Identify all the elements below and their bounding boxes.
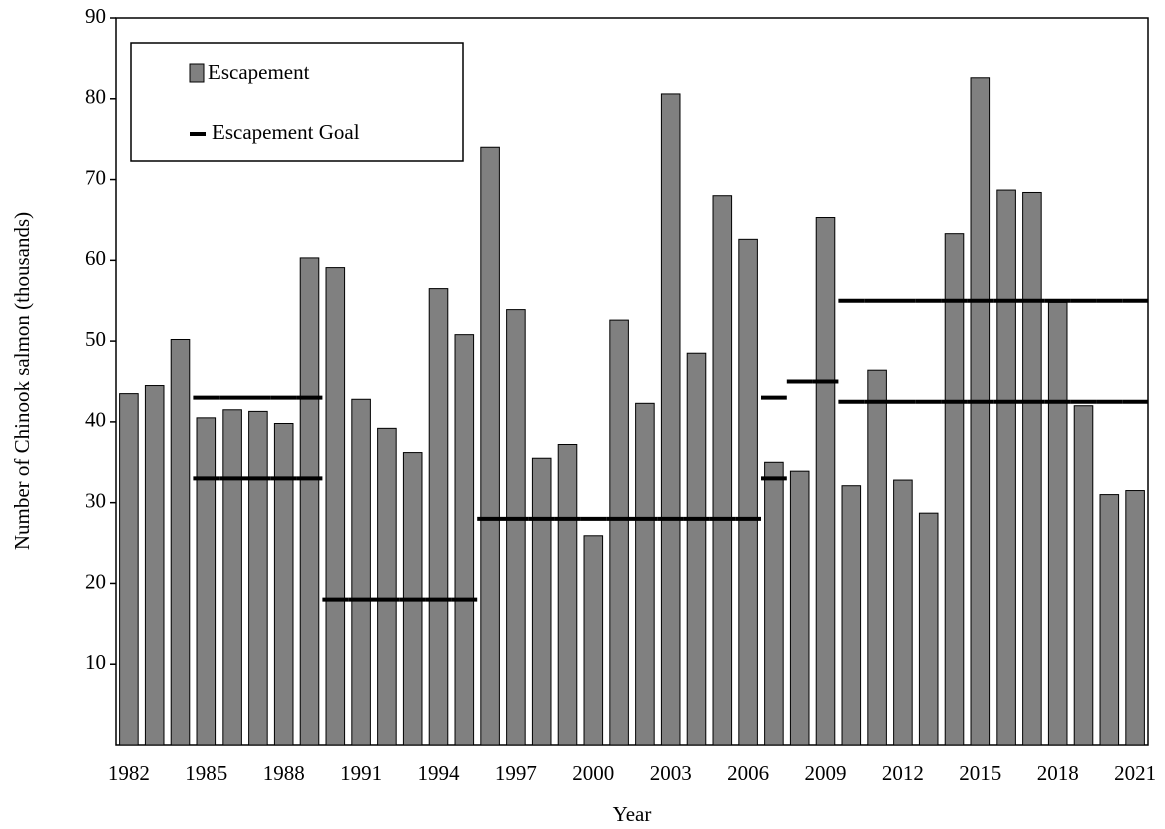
x-tick-label: 2015: [959, 761, 1001, 785]
x-tick-label: 1985: [185, 761, 227, 785]
bar: [738, 238, 758, 746]
bar: [609, 319, 629, 746]
x-tick-label: 2003: [650, 761, 692, 785]
bar: [480, 146, 500, 746]
y-tick-label: 50: [85, 327, 106, 351]
bar: [170, 338, 191, 746]
y-tick-label: 30: [85, 488, 106, 512]
bar: [377, 427, 397, 746]
bar: [841, 485, 862, 746]
bar: [299, 257, 320, 746]
bar: [557, 444, 578, 746]
legend-box: [130, 42, 464, 162]
bar: [996, 189, 1016, 746]
bar: [454, 334, 475, 746]
x-tick-label: 2018: [1037, 761, 1079, 785]
legend-label: Escapement Goal: [212, 120, 360, 144]
bar: [712, 195, 733, 746]
bar: [686, 352, 707, 746]
y-tick-label: 80: [85, 85, 106, 109]
y-axis-label: Number of Chinook salmon (thousands): [10, 212, 34, 550]
bar: [119, 393, 139, 746]
x-tick-label: 2012: [882, 761, 924, 785]
x-tick-label: 1997: [495, 761, 537, 785]
x-tick-label: 2006: [727, 761, 769, 785]
bar: [248, 410, 268, 746]
bar: [196, 417, 217, 746]
bar: [815, 217, 836, 746]
plot-frame: [115, 17, 1149, 746]
x-tick-label: 2000: [572, 761, 614, 785]
bar: [970, 77, 991, 746]
x-tick-label: 2009: [805, 761, 847, 785]
bar: [1125, 490, 1145, 746]
bar: [1047, 301, 1068, 746]
bar: [1099, 494, 1120, 746]
bar: [506, 309, 526, 746]
bar: [428, 288, 449, 746]
bar: [583, 535, 604, 746]
bar: [944, 233, 965, 746]
bar: [918, 512, 939, 746]
x-tick-label: 2021: [1114, 761, 1156, 785]
x-tick-label: 1994: [418, 761, 461, 785]
bar: [635, 402, 655, 746]
y-tick-label: 20: [85, 569, 106, 593]
x-tick-label: 1988: [263, 761, 305, 785]
x-axis-label: Year: [613, 802, 652, 826]
x-tick-label: 1991: [340, 761, 382, 785]
bar: [273, 423, 294, 746]
y-tick-label: 10: [85, 650, 106, 674]
bar: [325, 267, 346, 746]
y-tick-label: 90: [85, 4, 106, 28]
x-tick-label: 1982: [108, 761, 150, 785]
bar: [531, 457, 552, 746]
bar: [764, 461, 784, 746]
bar: [1022, 191, 1042, 746]
y-tick-label: 40: [85, 408, 106, 432]
y-tick-label: 70: [85, 165, 106, 189]
bar: [1073, 405, 1094, 746]
bar: [222, 409, 242, 746]
bar: [660, 93, 681, 746]
bar: [144, 385, 165, 746]
bar: [893, 479, 913, 746]
legend-label: Escapement: [208, 60, 310, 84]
legend-swatch: [189, 63, 205, 83]
bar: [351, 398, 371, 746]
bar: [789, 470, 810, 746]
y-tick-label: 60: [85, 246, 106, 270]
bar: [867, 369, 887, 746]
